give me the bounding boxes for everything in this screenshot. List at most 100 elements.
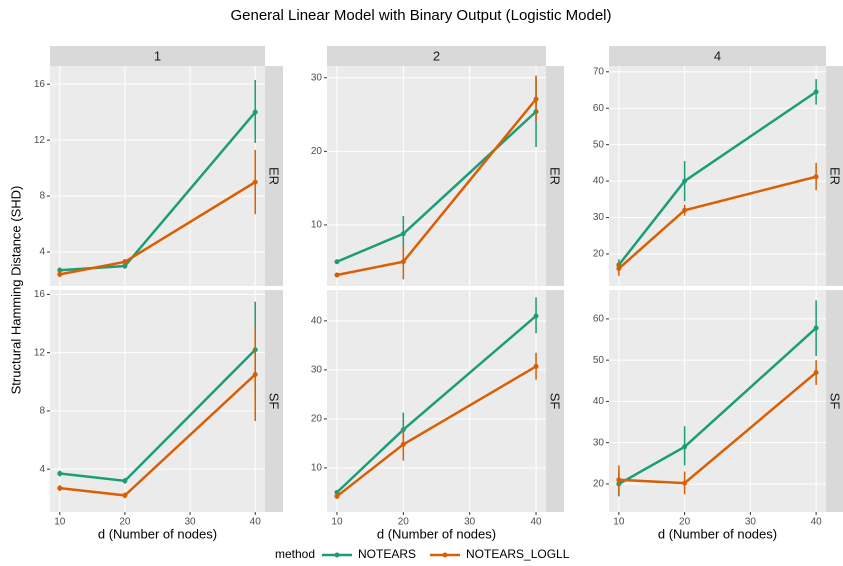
point	[252, 371, 258, 377]
panel-bg	[609, 66, 826, 286]
strip-bg	[609, 46, 826, 66]
y-tick-label: 4	[39, 464, 45, 475]
x-tick-label: 20	[119, 517, 131, 528]
y-tick-label: 10	[311, 220, 323, 231]
point	[57, 267, 63, 273]
y-tick-label: 20	[593, 479, 605, 490]
point	[57, 471, 63, 477]
y-tick-label: 70	[593, 66, 605, 77]
y-tick-label: 12	[34, 135, 46, 146]
column-label: 1	[154, 48, 161, 63]
x-tick-label: 20	[679, 517, 691, 528]
strip-bg	[546, 66, 564, 286]
point	[682, 178, 688, 184]
strip-bg	[50, 46, 265, 66]
legend-title: method	[275, 547, 315, 561]
point	[57, 485, 63, 491]
y-tick-label: 40	[311, 316, 323, 327]
y-tick-label: 8	[39, 406, 45, 417]
strip-bg	[826, 290, 843, 512]
point	[122, 478, 128, 484]
point	[122, 492, 128, 498]
point	[400, 231, 406, 237]
point	[533, 313, 539, 319]
y-tick-label: 50	[593, 355, 605, 366]
x-tick-label: 30	[464, 517, 476, 528]
x-tick-label: 30	[745, 517, 757, 528]
x-axis-title: d (Number of nodes)	[377, 526, 496, 541]
x-tick-label: 40	[811, 517, 823, 528]
x-tick-label: 40	[250, 517, 262, 528]
row-label: ER	[828, 167, 843, 185]
row-label: SF	[548, 393, 563, 410]
y-tick-label: 60	[593, 103, 605, 114]
chart-title: General Linear Model with Binary Output …	[230, 7, 611, 24]
legend-label: NOTEARS_LOGLL	[466, 547, 570, 561]
y-tick-label: 10	[311, 463, 323, 474]
point	[813, 325, 819, 331]
panel-bg	[50, 66, 265, 286]
y-tick-label: 40	[593, 396, 605, 407]
column-label: 4	[714, 48, 721, 63]
strip-bg	[265, 66, 283, 286]
point	[533, 363, 539, 369]
y-tick-label: 60	[593, 314, 605, 325]
point	[813, 174, 819, 180]
x-axis-title: d (Number of nodes)	[98, 526, 217, 541]
y-tick-label: 30	[311, 72, 323, 83]
x-tick-label: 30	[185, 517, 197, 528]
point	[400, 441, 406, 447]
y-tick-label: 20	[593, 249, 605, 260]
row-label: SF	[828, 393, 843, 410]
y-tick-label: 12	[34, 347, 46, 358]
x-tick-label: 40	[530, 517, 542, 528]
row-label: SF	[267, 393, 282, 410]
legend-key-point	[334, 552, 340, 558]
point	[616, 477, 622, 483]
point	[334, 489, 340, 495]
x-tick-label: 10	[331, 517, 343, 528]
point	[122, 263, 128, 269]
point	[813, 89, 819, 95]
y-tick-label: 8	[39, 191, 45, 202]
point	[122, 259, 128, 265]
point	[616, 266, 622, 272]
point	[682, 480, 688, 486]
legend-label: NOTEARS	[358, 547, 416, 561]
column-label: 2	[433, 48, 440, 63]
x-axis-title: d (Number of nodes)	[658, 526, 777, 541]
y-tick-label: 4	[39, 247, 45, 258]
point	[334, 493, 340, 499]
y-tick-label: 30	[593, 437, 605, 448]
point	[252, 179, 258, 185]
row-label: ER	[548, 167, 563, 185]
y-tick-label: 30	[311, 365, 323, 376]
x-tick-label: 10	[54, 517, 66, 528]
strip-bg	[327, 46, 546, 66]
point	[57, 271, 63, 277]
y-tick-label: 20	[311, 146, 323, 157]
y-tick-label: 30	[593, 212, 605, 223]
point	[533, 96, 539, 102]
y-tick-label: 16	[34, 289, 46, 300]
point	[682, 207, 688, 213]
strip-bg	[265, 290, 283, 512]
point	[334, 259, 340, 265]
point	[252, 109, 258, 115]
strip-bg	[546, 290, 564, 512]
x-tick-label: 10	[613, 517, 625, 528]
row-label: ER	[267, 167, 282, 185]
point	[682, 444, 688, 450]
y-tick-label: 40	[593, 176, 605, 187]
y-tick-label: 50	[593, 139, 605, 150]
point	[400, 259, 406, 265]
point	[334, 272, 340, 278]
x-tick-label: 20	[398, 517, 410, 528]
legend-key-point	[442, 552, 448, 558]
y-tick-label: 20	[311, 414, 323, 425]
point	[813, 370, 819, 376]
strip-bg	[826, 66, 843, 286]
y-axis-title: Structural Hamming Distance (SHD)	[8, 186, 23, 395]
panel-bg	[50, 290, 265, 512]
